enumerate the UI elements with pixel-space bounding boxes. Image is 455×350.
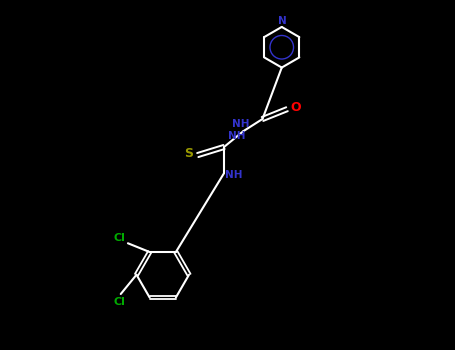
- Text: N: N: [278, 16, 287, 26]
- Text: NH: NH: [232, 119, 249, 128]
- Text: Cl: Cl: [113, 297, 125, 307]
- Text: S: S: [184, 147, 193, 161]
- Text: NH: NH: [225, 170, 243, 180]
- Text: Cl: Cl: [114, 233, 126, 243]
- Text: NH: NH: [228, 131, 246, 141]
- Text: O: O: [290, 101, 301, 114]
